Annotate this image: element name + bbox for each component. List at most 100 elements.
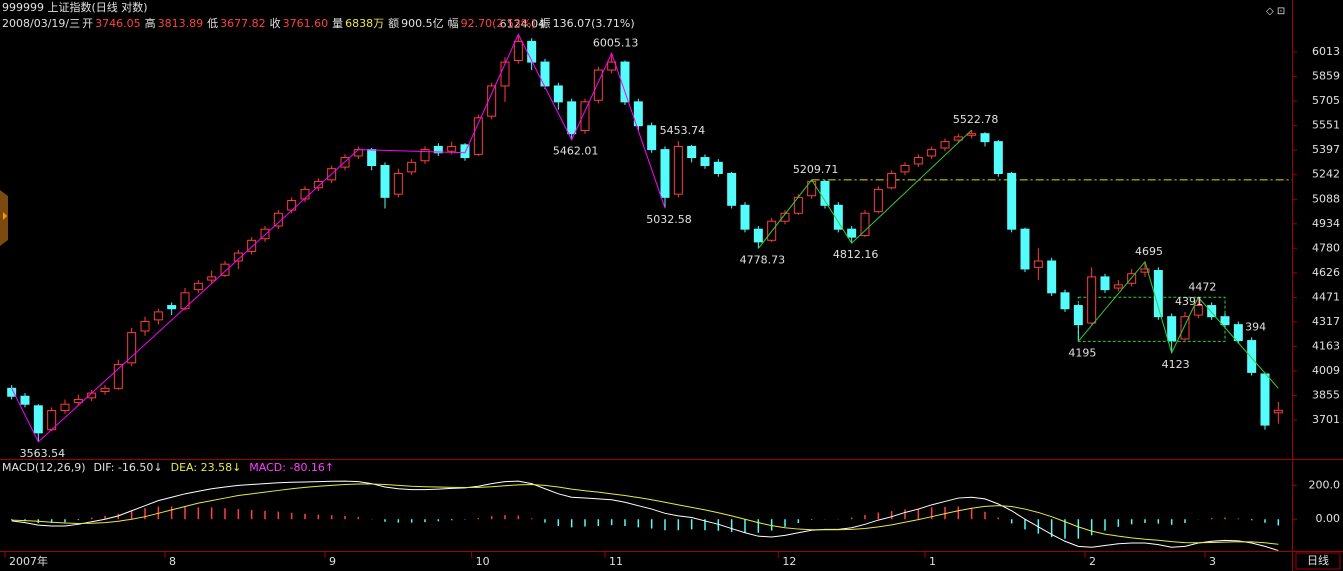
candle-body <box>127 332 137 364</box>
x-tick-label: 2 <box>1089 555 1096 568</box>
candle-body <box>633 101 643 127</box>
y-tick-label: 4471 <box>1312 290 1340 303</box>
macd-item: MACD: -80.16↑ <box>249 461 335 474</box>
candle-body <box>673 145 683 195</box>
annotation: 3563.54 <box>20 447 66 460</box>
macd-y-tick-label: 200.0 <box>1309 478 1341 491</box>
quote-label: 幅 <box>447 17 459 30</box>
y-tick-label: 5397 <box>1312 143 1340 156</box>
candle-body <box>660 149 670 198</box>
candle-body <box>860 212 870 237</box>
candle-body <box>33 405 43 434</box>
quote-label: 开 <box>82 17 94 30</box>
quote-value: 92.70(2.53%) <box>460 17 536 30</box>
candle-body <box>793 196 803 214</box>
annotation: 6005.13 <box>593 36 639 49</box>
candle-body <box>113 363 123 389</box>
candle-body <box>820 180 830 206</box>
annotation: 5522.78 <box>953 113 999 126</box>
y-tick-label: 5551 <box>1312 119 1340 132</box>
candle-body <box>580 101 590 132</box>
candle-body <box>1233 324 1243 342</box>
annotation: 5462.01 <box>553 145 599 158</box>
candle-body <box>380 165 390 198</box>
candle-body <box>687 145 697 159</box>
x-tick-label: 9 <box>329 555 336 568</box>
header: 999999 上证指数(日线 对数) 2008/03/19/三开 3746.05 高… <box>2 0 639 32</box>
x-tick-label: 10 <box>476 555 490 568</box>
candle-body <box>927 149 937 157</box>
x-tick-label: 1 <box>929 555 936 568</box>
candle-body <box>420 149 430 162</box>
candle-body <box>1020 228 1030 270</box>
candle-body <box>807 180 817 197</box>
candle-body <box>593 69 603 101</box>
y-tick-label: 4934 <box>1312 217 1340 230</box>
y-tick-label: 5088 <box>1312 192 1340 205</box>
quote-value: 3746.05 <box>95 17 141 30</box>
candle-body <box>207 276 217 281</box>
macd-dea-line <box>11 483 1279 545</box>
y-tick-label: 4626 <box>1312 266 1340 279</box>
candle-body <box>487 85 497 117</box>
quote-date: 2008/03/19/三 <box>2 17 81 30</box>
candle-body <box>247 239 257 252</box>
x-tick-label: 8 <box>169 555 176 568</box>
candle-body <box>980 133 990 143</box>
y-tick-label: 5859 <box>1312 70 1340 83</box>
period-box[interactable] <box>1295 552 1341 570</box>
candle-body <box>1100 276 1110 291</box>
candle-body <box>940 141 950 149</box>
y-tick-label: 4317 <box>1312 315 1340 328</box>
candle-body <box>260 228 270 240</box>
candle-body <box>887 172 897 189</box>
candle-body <box>20 395 30 405</box>
quote-label: 收 <box>269 17 281 30</box>
candle-body <box>753 228 763 243</box>
candle-body <box>540 61 550 87</box>
annotation: 4123 <box>1162 358 1190 371</box>
candle-body <box>233 252 243 262</box>
candle-body <box>1060 292 1070 310</box>
candle-body <box>1033 260 1043 268</box>
period-label[interactable]: 日线 <box>1307 553 1329 567</box>
window-icons[interactable]: ◇ ⊡ <box>1266 6 1285 17</box>
x-tick-label: 2007年 <box>9 554 48 568</box>
candle-body <box>700 157 710 167</box>
annotation: 4391 <box>1175 295 1203 308</box>
candle-body <box>1167 316 1177 342</box>
candle-body <box>913 157 923 165</box>
candle-body <box>647 125 657 151</box>
macd-title: MACD(12,26,9) <box>2 461 86 474</box>
candle-body <box>500 61 510 87</box>
quote-label: 低 <box>207 17 219 30</box>
candle-body <box>167 305 177 310</box>
quote-value: 6838万 <box>345 17 385 30</box>
candle-body <box>1047 260 1057 294</box>
y-tick-label: 5705 <box>1312 94 1340 107</box>
candle-body <box>407 161 417 173</box>
candle-body <box>607 61 617 71</box>
y-tick-label: 6013 <box>1312 45 1340 58</box>
candle-body <box>1247 340 1257 373</box>
candle-body <box>287 200 297 211</box>
quote-value: 3761.60 <box>282 17 329 30</box>
candle-body <box>313 180 323 189</box>
quote-value: 3677.82 <box>220 17 266 30</box>
y-tick-label: 3855 <box>1312 388 1340 401</box>
candle-body <box>513 40 523 61</box>
candle-body <box>620 61 630 103</box>
candle-body <box>847 228 857 238</box>
annotation: 4778.73 <box>740 253 786 266</box>
candle-body <box>1260 373 1270 426</box>
candle-body <box>780 212 790 222</box>
quote-label: 量 <box>332 17 344 30</box>
candle-body <box>140 320 150 332</box>
annotation: 6124.04 <box>500 17 546 30</box>
macd-item: DIF: -16.50↓ <box>93 461 163 474</box>
candle-body <box>1220 316 1230 326</box>
quote-value: 900.5亿 <box>401 17 444 30</box>
macd-header: MACD(12,26,9) DIF: -16.50↓ DEA: 23.58↓ MACD… <box>2 461 336 474</box>
macd-dif-line <box>11 480 1279 552</box>
